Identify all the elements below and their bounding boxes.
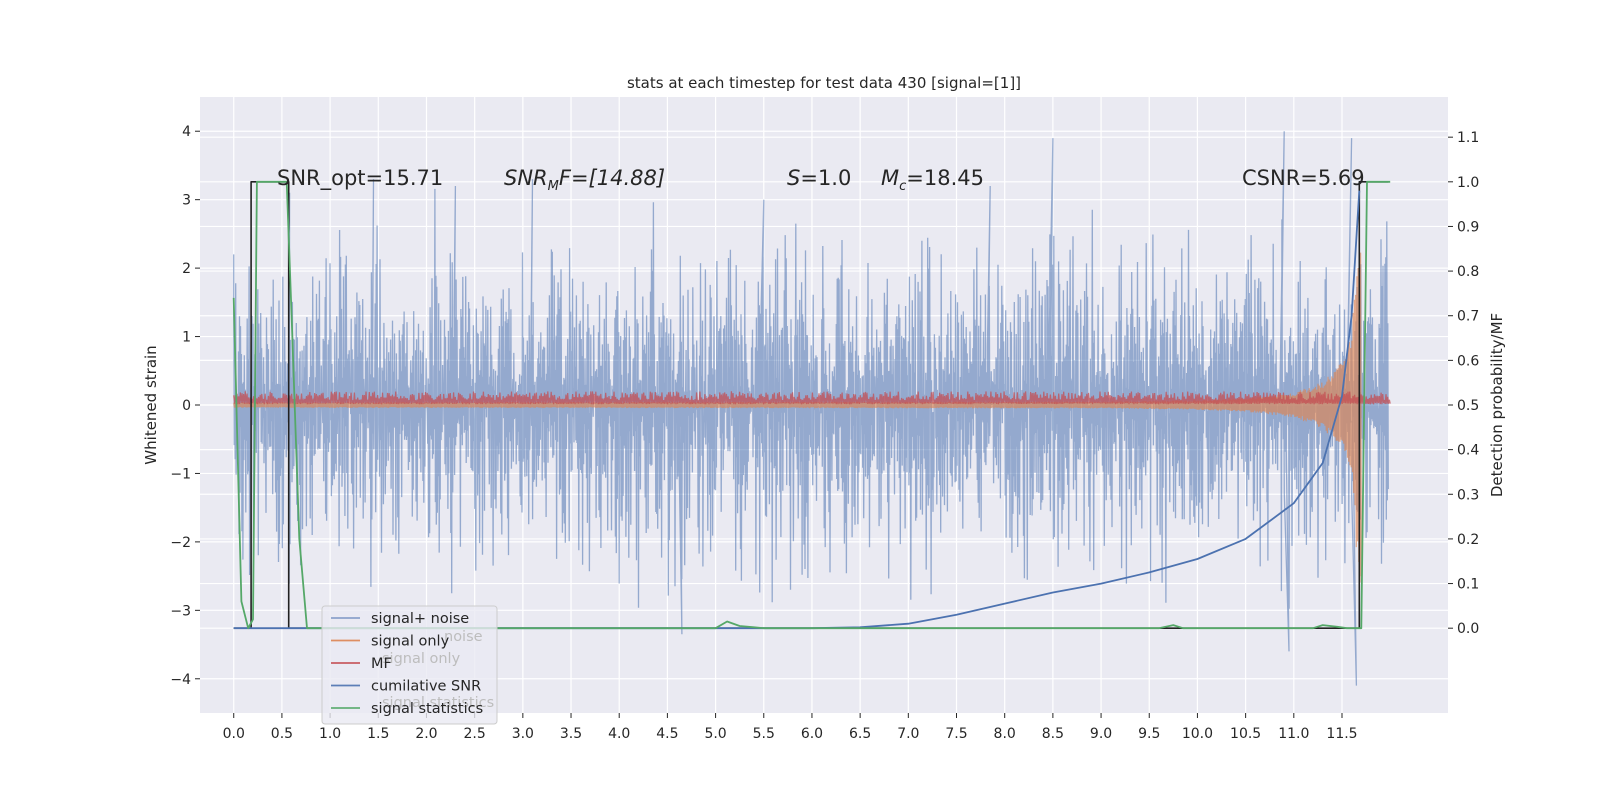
signal-plus-noise-series: [233, 131, 1389, 686]
y-tick-label: 1: [182, 330, 191, 346]
annotation-snr-opt: SNR_opt=15.71: [277, 166, 443, 191]
x-tick-label: 2.5: [464, 726, 486, 742]
x-tick-label: 3.5: [560, 726, 582, 742]
cumulative-snr-series: [233, 190, 1361, 630]
y-right-tick-label: 0.3: [1457, 487, 1479, 503]
y-tick-label: −1: [170, 466, 191, 482]
annotation-mc-label: M: [881, 166, 899, 190]
legend-ghost-label: signal only: [382, 651, 461, 667]
y-right-tick-label: 0.9: [1457, 219, 1479, 235]
y-right-tick-labels: 1.1 1.0 0.9 0.8 0.7 0.6 0.5 0.4 0.3 0.2 0.1 0.0: [1448, 130, 1479, 637]
x-tick-label: 5.0: [704, 726, 726, 742]
y-right-tick-label: 0.2: [1457, 532, 1479, 548]
detection-window-line: [233, 181, 1389, 629]
annotation-snr-mf-value: F=[14.88]: [559, 166, 665, 190]
x-tick-label: 10.0: [1182, 726, 1213, 742]
y-right-tick-label: 0.4: [1457, 443, 1479, 459]
annotation-mc-value: =18.45: [906, 166, 984, 190]
y-tick-label: −4: [170, 672, 191, 688]
x-tick-label: 10.5: [1230, 726, 1261, 742]
x-tick-label: 8.5: [1042, 726, 1064, 742]
signal-statistics-line: [232, 180, 1391, 630]
y-right-tick-label: 1.0: [1457, 175, 1479, 191]
x-tick-label: 5.5: [753, 726, 775, 742]
x-tick-label: 11.0: [1278, 726, 1309, 742]
annotation-mc: Mc=18.45: [881, 166, 984, 194]
x-tick-label: 1.5: [367, 726, 389, 742]
annotation-snr-mf: SNRMF=[14.88]: [504, 166, 665, 194]
signal-plus-noise-line: [233, 131, 1389, 686]
y-tick-label: 0: [182, 398, 191, 414]
annotation-s-value: =1.0: [800, 166, 851, 190]
legend-label: signal statistics: [371, 701, 483, 717]
y-right-tick-label: 0.7: [1457, 309, 1479, 325]
x-tick-label: 4.5: [656, 726, 678, 742]
legend-label: signal+ noise: [371, 611, 469, 627]
x-tick-label: 0.5: [271, 726, 293, 742]
y-right-tick-label: 0.8: [1457, 264, 1479, 280]
x-tick-label: 6.0: [801, 726, 823, 742]
y-right-tick-label: 0.5: [1457, 398, 1479, 414]
x-tick-label: 11.5: [1326, 726, 1357, 742]
signal-statistics-series: [232, 180, 1391, 630]
annotation-s: S=1.0: [787, 166, 851, 190]
annotation-snr-mf-label: SNR: [504, 166, 548, 190]
y-tick-label: −3: [170, 603, 191, 619]
y-right-tick-label: 0.0: [1457, 621, 1479, 637]
y-axis-label: Whitened strain: [142, 345, 160, 464]
x-tick-label: 2.0: [415, 726, 437, 742]
x-tick-label: 0.0: [223, 726, 245, 742]
annotation-snr-mf-sub: M: [548, 179, 559, 194]
annotation-csnr: CSNR=5.69: [1242, 166, 1365, 190]
annotation-s-label: S: [787, 166, 800, 190]
legend-label: signal only: [371, 634, 450, 650]
chart-title: stats at each timestep for test data 430…: [627, 74, 1021, 92]
y-tick-label: 2: [182, 261, 191, 277]
y-tick-labels: 4 3 2 1 0 −1 −2 −3 −4: [170, 124, 200, 688]
mf-series: [233, 391, 1391, 405]
legend-box: [321, 605, 498, 725]
x-tick-labels: 0.0 0.5 1.0 1.5 2.0 2.5 3.0 3.5 4.0 4.5 5.0 5.5 6.0 6…: [223, 713, 1358, 742]
legend-ghost-label: signal statistics: [382, 695, 494, 711]
x-tick-label: 8.0: [994, 726, 1016, 742]
y-right-tick-label: 1.1: [1457, 130, 1479, 146]
cumulative-snr-line: [233, 190, 1361, 630]
x-tick-label: 9.5: [1138, 726, 1160, 742]
annotation-mc-sub: c: [899, 179, 906, 194]
y-right-tick-label: 0.1: [1457, 577, 1479, 593]
legend-label: MF: [371, 656, 392, 672]
y-tick-label: 3: [182, 193, 191, 209]
y-tick-label: −2: [170, 535, 191, 551]
legend-ghost-entries: noise signal only signal statistics: [382, 629, 494, 711]
x-tick-label: 7.5: [945, 726, 967, 742]
y-tick-label: 4: [182, 124, 191, 140]
detection-window-series: [233, 181, 1389, 629]
legend-ghost-label: noise: [444, 629, 483, 645]
x-tick-label: 1.0: [319, 726, 341, 742]
mf-line: [233, 391, 1391, 405]
legend-label: cumilative SNR: [371, 679, 481, 695]
y-axis-right-label: Detection probability/MF: [1488, 313, 1506, 497]
x-tick-label: 3.0: [512, 726, 534, 742]
x-tick-label: 6.5: [849, 726, 871, 742]
x-tick-label: 7.0: [897, 726, 919, 742]
x-tick-label: 4.0: [608, 726, 630, 742]
y-right-tick-label: 0.6: [1457, 353, 1479, 369]
x-tick-label: 9.0: [1090, 726, 1112, 742]
